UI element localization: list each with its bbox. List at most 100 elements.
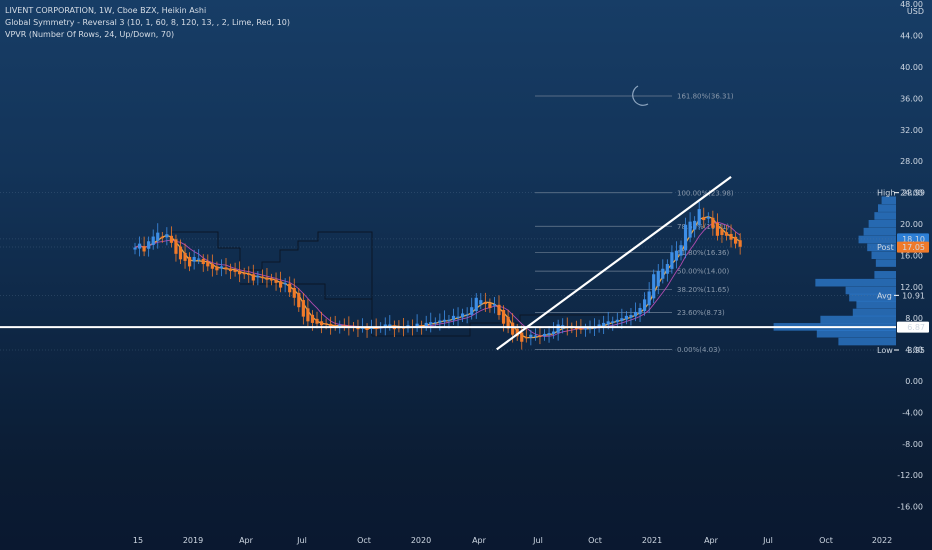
indicator-global-symmetry[interactable]: Global Symmetry - Reversal 3 (10, 1, 60,… [5, 18, 291, 27]
candle-body [602, 322, 606, 327]
candle-body [674, 250, 679, 261]
price-label-bg [897, 241, 929, 253]
candle-body [738, 240, 742, 247]
candle-body [501, 309, 506, 324]
candle-body [274, 279, 278, 283]
price-label-name: Avg [877, 291, 892, 300]
y-tick-label: -8.00 [902, 440, 923, 449]
overlay-lines [0, 176, 896, 351]
candle-body [260, 276, 264, 279]
candle-body [697, 209, 701, 226]
candle-body [647, 291, 651, 306]
candle-body [192, 256, 196, 262]
candle-body [488, 303, 492, 308]
x-tick-label: Jul [532, 536, 543, 545]
price-label-value: 3.95 [907, 346, 925, 355]
candle-body [470, 307, 474, 315]
candle-body [256, 275, 260, 278]
currency-label: USD [906, 7, 924, 16]
candle-body [588, 327, 592, 329]
fib-level-label: 100.00%(23.98) [677, 189, 734, 197]
y-tick-label: 24.00 [900, 189, 923, 198]
candle-body [679, 245, 683, 256]
moon-icon [632, 85, 649, 106]
candle-body [688, 221, 692, 238]
volume-profile-row [868, 220, 896, 228]
y-tick-label: 44.00 [900, 32, 923, 41]
price-axis[interactable]: 48.00 44.00 40.00 36.00 32.00 28.00 24.00 20.00… [877, 0, 929, 512]
fib-level-label: 50.00%(14.00) [677, 268, 729, 276]
candle-body [228, 268, 233, 272]
y-tick-label: -12.00 [897, 471, 923, 480]
price-label-value: 18.10 [902, 235, 925, 244]
price-label-name: High [877, 189, 895, 198]
candle-body [374, 327, 378, 330]
volume-profile-row [838, 337, 896, 346]
candle-body [424, 322, 428, 327]
candle-body [665, 264, 669, 274]
candle-body [497, 304, 501, 316]
candle-body [461, 313, 465, 318]
volume-profile-row [820, 315, 896, 324]
y-tick-label: 32.00 [900, 126, 923, 135]
candle-body [292, 287, 296, 298]
candle-body [324, 323, 328, 325]
candle-body [606, 321, 610, 325]
x-tick-label: Jul [296, 536, 307, 545]
candle-body [219, 266, 224, 269]
volume-profile-row [881, 196, 896, 205]
price-label-value: 10.91 [902, 291, 925, 300]
candle-body [174, 239, 178, 254]
candle-body [474, 297, 478, 312]
candle-body [492, 304, 497, 306]
candle-body [329, 323, 333, 327]
indicator-vpvr[interactable]: VPVR (Number Of Rows, 24, Up/Down, 70) [5, 30, 175, 39]
candle-body [215, 266, 219, 271]
candle-body [706, 216, 710, 219]
time-axis[interactable]: 15 2019 Apr Jul Oct 2020 Apr Jul Oct 2021 Apr Jul Oc… [133, 536, 892, 545]
candle-body [333, 325, 337, 327]
y-tick-label: 28.00 [900, 157, 923, 166]
candle-body [365, 327, 369, 330]
candle-body [165, 234, 169, 238]
candle-body [429, 322, 433, 325]
moving-average-slow [134, 221, 741, 337]
candle-body [251, 274, 255, 281]
candle-body [306, 308, 310, 322]
y-tick-label: 12.00 [900, 283, 923, 292]
volume-profile-row [878, 204, 896, 212]
candle-body [201, 258, 205, 265]
x-tick-label: 2021 [642, 536, 662, 545]
candle-body [338, 325, 342, 327]
y-tick-label: 8.00 [905, 314, 923, 323]
candle-body [633, 311, 638, 317]
price-label-value: 23.99 [902, 189, 925, 198]
candle-body [283, 282, 287, 285]
candle-body [643, 299, 647, 312]
y-tick-label: -16.00 [897, 503, 923, 512]
candle-body [529, 334, 533, 338]
candle-body [506, 316, 510, 329]
x-tick-label: 2022 [872, 536, 892, 545]
moving-averages [134, 216, 741, 339]
candle-body [288, 283, 292, 293]
candle-body [224, 267, 228, 270]
candle-body [479, 300, 483, 305]
candle-body [624, 315, 628, 320]
x-tick-label: Oct [588, 536, 602, 545]
y-tick-label: 40.00 [900, 63, 923, 72]
candle-body [592, 327, 597, 329]
candle-body [388, 324, 392, 326]
trendline [496, 176, 732, 351]
candle-body [620, 318, 624, 321]
fib-level-label: 0.00%(4.03) [677, 346, 721, 354]
candle-body [415, 323, 419, 328]
candle-body [520, 332, 524, 342]
candle-body [147, 241, 151, 249]
candle-body [579, 328, 583, 330]
y-tick-label: -4.00 [902, 408, 923, 417]
y-tick-label: 48.00 [900, 0, 923, 9]
candle-body [156, 232, 160, 241]
candle-body [524, 337, 528, 339]
